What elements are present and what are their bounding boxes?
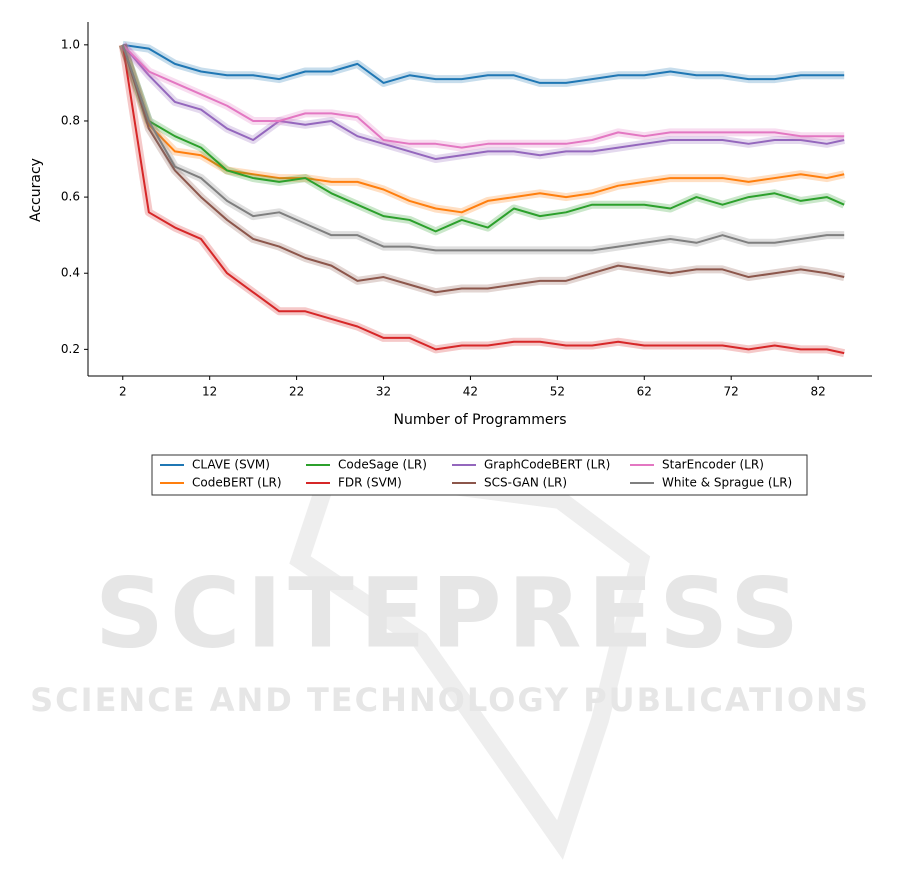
x-tick-label: 72 <box>724 385 739 399</box>
y-tick-label: 0.8 <box>61 113 80 127</box>
series-line <box>121 44 845 233</box>
legend-label: SCS-GAN (LR) <box>484 476 567 490</box>
x-axis-label: Number of Programmers <box>393 412 566 428</box>
legend-label: White & Sprague (LR) <box>662 476 792 490</box>
x-tick-label: 32 <box>376 385 391 399</box>
legend-box <box>151 454 808 496</box>
x-tick-label: 42 <box>463 385 478 399</box>
x-tick-label: 62 <box>637 385 652 399</box>
x-tick-label: 2 <box>119 385 127 399</box>
legend-label: FDR (SVM) <box>338 476 402 490</box>
y-tick-label: 0.2 <box>61 342 80 356</box>
series-line <box>121 44 845 294</box>
watermark-logo <box>289 460 651 860</box>
x-tick-label: 52 <box>550 385 565 399</box>
y-tick-label: 1.0 <box>61 37 80 51</box>
y-tick-label: 0.6 <box>61 190 80 204</box>
y-axis-label: Accuracy <box>28 158 44 222</box>
legend-label: StarEncoder (LR) <box>662 458 764 472</box>
legend-label: CodeBERT (LR) <box>192 476 282 490</box>
watermark-title: SCITEPRESS <box>95 557 805 669</box>
x-tick-label: 12 <box>202 385 217 399</box>
series-line <box>121 44 845 252</box>
series-line <box>122 44 845 161</box>
watermark-subtitle: SCIENCE AND TECHNOLOGY PUBLICATIONS <box>30 681 870 719</box>
watermark: SCITEPRESS SCIENCE AND TECHNOLOGY PUBLIC… <box>30 460 870 860</box>
x-tick-label: 22 <box>289 385 304 399</box>
y-tick-label: 0.4 <box>61 266 80 280</box>
series-line <box>121 44 845 355</box>
x-tick-label: 82 <box>810 385 825 399</box>
series-line <box>122 43 845 84</box>
series-line <box>121 44 845 214</box>
legend-label: CLAVE (SVM) <box>192 458 270 472</box>
legend-label: GraphCodeBERT (LR) <box>484 458 610 472</box>
series-line <box>122 44 845 149</box>
legend-label: CodeSage (LR) <box>338 458 427 472</box>
